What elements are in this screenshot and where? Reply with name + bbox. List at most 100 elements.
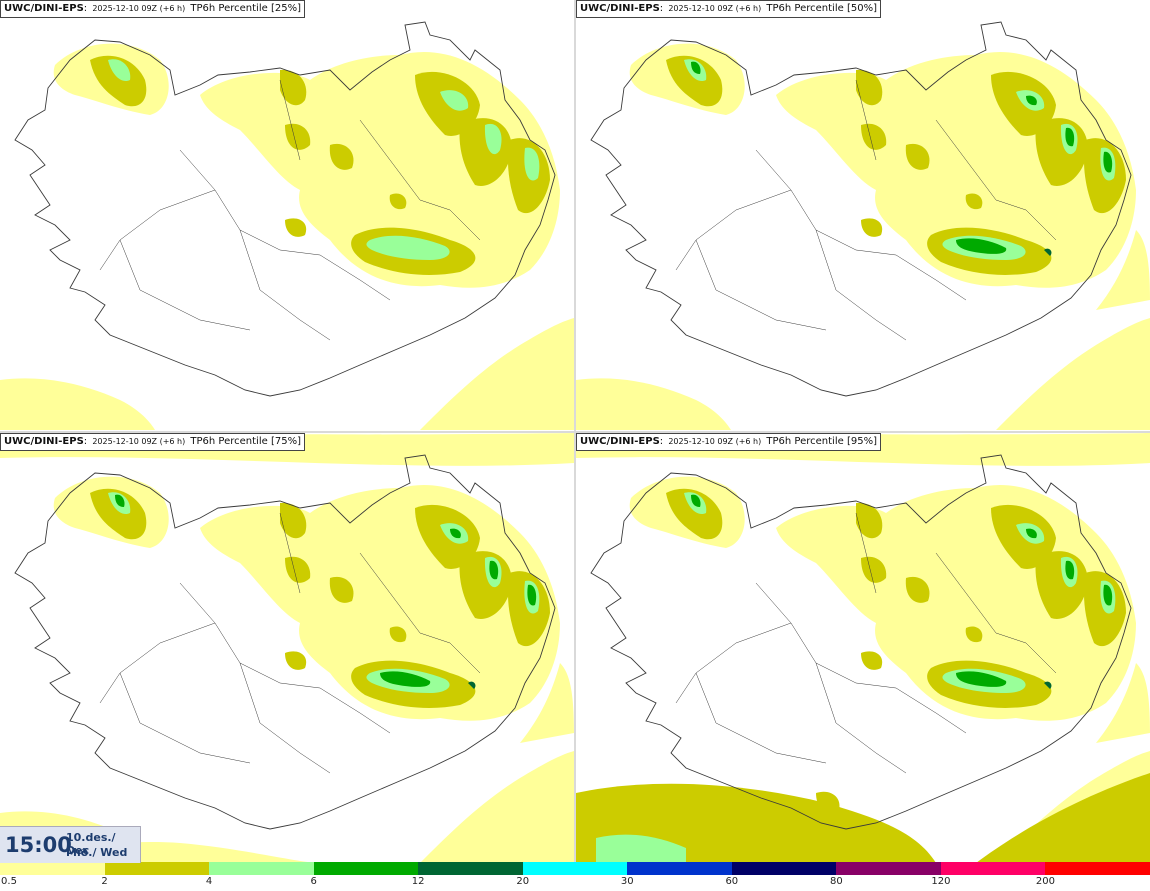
precip-area bbox=[666, 488, 723, 540]
precip-map bbox=[576, 433, 1150, 863]
precip-area bbox=[468, 681, 476, 689]
coastline bbox=[14, 454, 556, 830]
legend-swatch bbox=[836, 862, 941, 875]
model-name: UWC/DINI-EPS bbox=[4, 3, 84, 14]
legend-label: 80 bbox=[829, 876, 843, 887]
variable-name: TP6h Percentile [25%] bbox=[190, 3, 301, 14]
panel-title: UWC/DINI-EPS: 2025-12-10 09Z (+6 h) TP6h… bbox=[576, 0, 881, 18]
precip-area bbox=[905, 576, 930, 603]
precip-area bbox=[389, 626, 407, 643]
coastline bbox=[14, 21, 556, 397]
precip-area bbox=[420, 318, 574, 430]
panel-title: UWC/DINI-EPS: 2025-12-10 09Z (+6 h) TP6h… bbox=[576, 433, 881, 451]
variable-name: TP6h Percentile [95%] bbox=[766, 436, 877, 447]
precip-area bbox=[956, 238, 1007, 254]
precip-area bbox=[90, 488, 147, 540]
precip-area bbox=[366, 235, 450, 260]
precip-area bbox=[691, 494, 701, 507]
variable-name: TP6h Percentile [75%] bbox=[190, 436, 301, 447]
legend-swatch bbox=[940, 862, 1046, 875]
precip-area bbox=[285, 556, 311, 583]
legend-swatch bbox=[418, 862, 523, 875]
precip-area bbox=[389, 193, 407, 210]
precip-area bbox=[520, 663, 574, 743]
legend-label: 20 bbox=[516, 876, 530, 887]
precip-area bbox=[905, 143, 930, 170]
precip-map bbox=[576, 21, 1150, 430]
precip-area bbox=[861, 123, 887, 150]
precip-area bbox=[861, 218, 883, 237]
model-name: UWC/DINI-EPS bbox=[4, 436, 84, 447]
precip-area bbox=[576, 378, 731, 430]
precip-map bbox=[0, 21, 574, 430]
precip-area bbox=[450, 528, 461, 539]
precip-area bbox=[329, 143, 354, 170]
precip-area bbox=[856, 502, 883, 539]
legend-swatch bbox=[731, 862, 837, 875]
precip-area bbox=[816, 791, 840, 815]
precip-area bbox=[90, 55, 147, 107]
map-panel-75: UWC/DINI-EPS: 2025-12-10 09Z (+6 h) TP6h… bbox=[0, 433, 574, 863]
road-line bbox=[99, 79, 481, 341]
panel-title: UWC/DINI-EPS: 2025-12-10 09Z (+6 h) TP6h… bbox=[0, 433, 305, 451]
precip-area bbox=[1103, 584, 1113, 606]
precip-area bbox=[1103, 151, 1113, 173]
precip-area bbox=[1044, 248, 1052, 256]
precip-area bbox=[596, 834, 686, 863]
precip-area bbox=[524, 147, 540, 181]
precip-area bbox=[996, 318, 1150, 430]
road-line bbox=[675, 512, 1057, 774]
precip-area bbox=[108, 59, 131, 82]
legend-swatch bbox=[209, 862, 314, 875]
legend-label: 30 bbox=[620, 876, 634, 887]
precip-area bbox=[1026, 95, 1037, 106]
precip-area bbox=[1044, 681, 1052, 689]
precip-area bbox=[956, 671, 1007, 687]
coastline bbox=[590, 21, 1132, 397]
color-legend: 0.5 2 4 6 12 20 30 60 80 120 200 bbox=[0, 862, 1150, 891]
road-line bbox=[675, 79, 1057, 341]
precip-area bbox=[856, 69, 883, 106]
precip-area bbox=[420, 751, 574, 863]
precip-area bbox=[861, 651, 883, 670]
legend-label: 12 bbox=[411, 876, 425, 887]
precip-area bbox=[1096, 663, 1150, 743]
legend-swatch bbox=[313, 862, 419, 875]
run-time: 2025-12-10 09Z (+6 h) bbox=[668, 437, 762, 446]
precip-area bbox=[1026, 528, 1037, 539]
precip-area bbox=[861, 556, 887, 583]
precip-area bbox=[965, 193, 983, 210]
precip-area bbox=[285, 218, 307, 237]
precip-area bbox=[527, 584, 537, 606]
precip-area bbox=[489, 560, 499, 580]
run-time: 2025-12-10 09Z (+6 h) bbox=[668, 4, 762, 13]
run-time: 2025-12-10 09Z (+6 h) bbox=[92, 437, 186, 446]
legend-bar bbox=[0, 862, 1150, 875]
precip-area bbox=[1065, 127, 1075, 147]
coastline bbox=[590, 454, 1132, 830]
legend-label: 120 bbox=[931, 876, 951, 887]
precip-area bbox=[1065, 560, 1075, 580]
run-time: 2025-12-10 09Z (+6 h) bbox=[92, 4, 186, 13]
legend-swatch bbox=[627, 862, 732, 875]
precip-area bbox=[380, 671, 431, 687]
variable-name: TP6h Percentile [50%] bbox=[766, 3, 877, 14]
valid-clock: 15:00 bbox=[5, 833, 72, 857]
valid-day: Mið./ Wed bbox=[66, 846, 128, 859]
precip-area bbox=[329, 576, 354, 603]
precip-area bbox=[965, 626, 983, 643]
precip-area bbox=[484, 123, 502, 155]
map-panel-95: UWC/DINI-EPS: 2025-12-10 09Z (+6 h) TP6h… bbox=[576, 433, 1150, 863]
precip-area bbox=[285, 651, 307, 670]
precip-area bbox=[285, 123, 311, 150]
legend-label: 4 bbox=[205, 876, 213, 887]
road-line bbox=[99, 512, 481, 774]
legend-label: 2 bbox=[101, 876, 108, 887]
precip-area bbox=[691, 61, 701, 74]
precip-area bbox=[666, 55, 723, 107]
model-name: UWC/DINI-EPS bbox=[580, 436, 660, 447]
precip-area bbox=[115, 494, 125, 507]
legend-label: 6 bbox=[310, 876, 317, 887]
legend-label: 60 bbox=[725, 876, 739, 887]
legend-label: 0.5 bbox=[1, 876, 17, 887]
